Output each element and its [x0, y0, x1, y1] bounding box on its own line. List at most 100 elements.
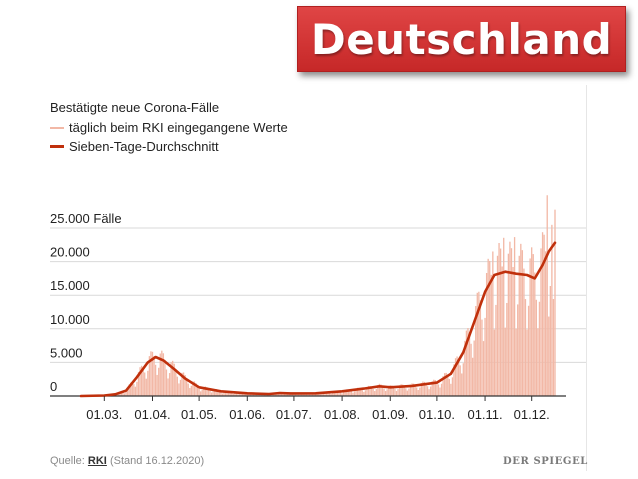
daily-bar: [551, 224, 553, 396]
daily-bar: [360, 388, 362, 396]
daily-bar: [210, 392, 213, 396]
x-tick-label: 01.12.: [514, 407, 550, 422]
daily-bar: [484, 317, 486, 396]
daily-bar: [479, 300, 482, 396]
daily-bar: [287, 394, 289, 396]
daily-bar: [475, 306, 477, 396]
daily-bar: [159, 353, 161, 396]
y-tick-label: 10.000: [50, 312, 90, 327]
daily-bar: [308, 394, 311, 396]
daily-bar: [227, 391, 230, 396]
daily-bar: [274, 393, 276, 396]
daily-bar: [370, 387, 373, 396]
daily-bar: [495, 304, 497, 396]
daily-bar: [504, 327, 506, 396]
daily-bar: [209, 390, 211, 396]
daily-bar: [383, 388, 385, 396]
daily-bar: [520, 243, 522, 396]
daily-bar: [213, 389, 216, 396]
daily-bar: [176, 376, 179, 396]
daily-bar: [187, 383, 189, 396]
daily-bar: [534, 272, 536, 396]
y-tick-label: 5.000: [50, 345, 83, 360]
daily-bar: [181, 372, 183, 396]
daily-bar: [543, 234, 545, 396]
x-tick-label: 01.03.: [86, 407, 122, 422]
daily-bar: [276, 394, 278, 396]
daily-bar: [363, 391, 365, 396]
daily-bar: [125, 391, 127, 396]
daily-bar: [408, 388, 410, 396]
daily-bar: [339, 392, 342, 396]
daily-bar: [285, 393, 287, 396]
daily-bar: [406, 390, 409, 396]
daily-bar: [509, 241, 511, 396]
daily-bar: [336, 390, 339, 396]
daily-bar: [425, 383, 427, 396]
daily-bar: [243, 394, 245, 396]
x-tick-label: 01.06.: [229, 407, 265, 422]
daily-bar: [372, 388, 374, 396]
banner-title: Deutschland: [310, 14, 613, 64]
daily-bar: [546, 195, 548, 396]
daily-bar: [459, 365, 461, 396]
daily-bar: [198, 389, 200, 396]
daily-bar: [548, 316, 550, 396]
daily-bar: [142, 367, 144, 396]
daily-bar: [307, 393, 309, 396]
daily-bar: [347, 389, 349, 396]
daily-bar: [352, 392, 354, 396]
daily-bar: [512, 266, 514, 396]
daily-bar: [296, 393, 298, 396]
daily-bar: [346, 389, 348, 396]
daily-bar: [493, 329, 496, 396]
daily-bar: [482, 341, 485, 396]
daily-bar: [464, 340, 466, 396]
daily-bar: [527, 305, 530, 396]
daily-bar: [325, 391, 328, 396]
daily-bar: [545, 251, 547, 396]
x-tick-label: 01.11.: [467, 407, 502, 422]
daily-bar: [193, 381, 196, 396]
daily-bar: [133, 384, 135, 396]
x-tick-label: 01.08.: [324, 407, 360, 422]
daily-bar: [492, 251, 494, 396]
daily-bar: [136, 381, 138, 396]
chart-title: Bestätigte neue Corona-Fälle: [50, 100, 220, 115]
daily-bar: [489, 260, 491, 396]
daily-bar: [490, 274, 492, 396]
y-tick-label: 20.000: [50, 245, 90, 260]
daily-bar: [319, 394, 321, 396]
daily-bar: [381, 386, 384, 396]
daily-bar: [405, 388, 407, 396]
daily-bar: [529, 258, 531, 396]
daily-bar: [245, 393, 247, 396]
daily-bar: [154, 364, 157, 396]
daily-bar: [403, 385, 405, 396]
daily-bar: [140, 365, 143, 396]
source-org[interactable]: RKI: [87, 455, 107, 467]
daily-bar: [428, 389, 430, 396]
daily-bar: [471, 357, 474, 396]
legend-daily-label: täglich beim RKI eingegangene Werte: [69, 120, 288, 135]
daily-bar: [537, 328, 539, 396]
daily-bar: [499, 248, 502, 396]
daily-bar: [215, 389, 217, 396]
daily-bar: [201, 389, 203, 396]
daily-bar: [445, 372, 447, 396]
daily-bar: [361, 390, 363, 396]
daily-bar: [541, 232, 544, 396]
daily-bar: [369, 386, 371, 396]
daily-bar: [465, 330, 468, 396]
daily-bar: [436, 381, 438, 396]
daily-bar: [277, 393, 280, 396]
daily-bar: [134, 386, 137, 396]
daily-bar: [501, 266, 503, 396]
daily-bar: [255, 394, 258, 396]
daily-bar: [538, 301, 541, 396]
daily-bar: [377, 385, 379, 396]
daily-bar: [417, 389, 419, 396]
daily-bar: [148, 356, 151, 396]
daily-bar: [422, 381, 424, 396]
